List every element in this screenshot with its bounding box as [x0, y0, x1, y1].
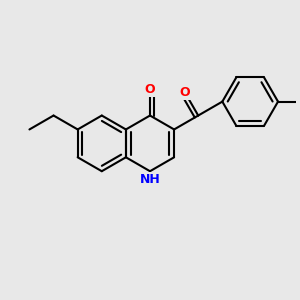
Text: O: O	[145, 82, 155, 96]
Text: NH: NH	[140, 173, 160, 186]
Text: O: O	[180, 86, 190, 99]
